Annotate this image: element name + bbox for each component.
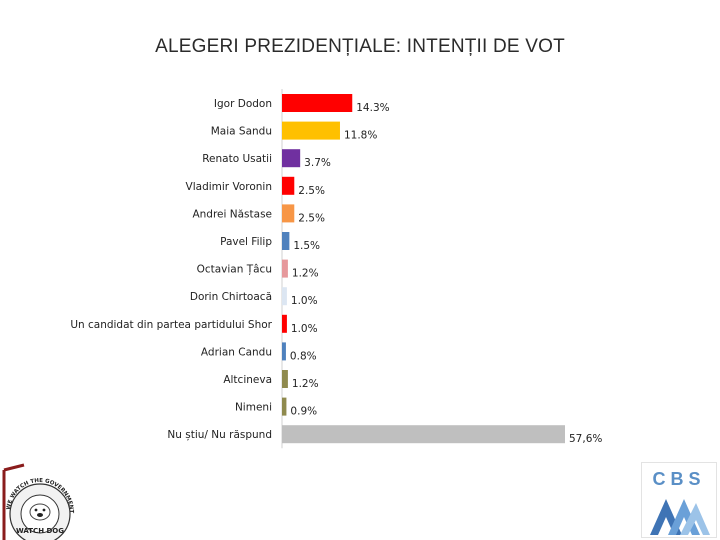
bar-chart: Igor Dodon 14.3% Maia Sandu 11.8% Renato Usa… (70, 89, 602, 449)
value-label: 0.9% (290, 406, 317, 418)
bar (282, 370, 288, 388)
bar (282, 204, 295, 223)
value-label: 1.0% (291, 323, 318, 335)
chart-title: ALEGERI PREZIDENȚIALE: INTENȚII DE VOT (155, 36, 565, 57)
cbs-logo-mark (650, 499, 710, 535)
value-label: 3.7% (304, 157, 331, 169)
value-label: 0.8% (290, 350, 317, 362)
category-label: Dorin Chirtoacă (190, 291, 272, 303)
bars-layer: Igor Dodon 14.3% Maia Sandu 11.8% Renato Usa… (70, 89, 602, 449)
category-label: Maia Sandu (211, 126, 272, 138)
category-label: Igor Dodon (214, 98, 272, 110)
bar (282, 287, 287, 306)
watchdog-logo: WE WATCH THE GOVERNMENT FOR YOU WATCH DO… (0, 462, 74, 540)
cbs-logo-text: CBS (652, 469, 706, 489)
category-label: Nimeni (235, 402, 272, 414)
bar (282, 259, 288, 278)
bar (282, 232, 290, 250)
category-label: Adrian Candu (201, 346, 272, 358)
bar (282, 176, 295, 195)
category-label: Un candidat din partea partidului Shor (70, 319, 272, 331)
category-label: Octavian Țâcu (197, 264, 272, 276)
value-label: 1.2% (292, 268, 319, 280)
category-label: Nu știu/ Nu răspund (167, 429, 272, 441)
value-label: 1.0% (291, 295, 318, 307)
bar (282, 314, 287, 333)
value-label: 1.5% (293, 240, 320, 252)
category-label: Altcineva (223, 374, 272, 386)
category-label: Andrei Năstase (192, 208, 272, 220)
value-label: 1.2% (292, 378, 319, 390)
bar (282, 94, 353, 112)
cbs-logo: CBS (641, 462, 717, 538)
value-label: 57,6% (569, 433, 602, 445)
value-label: 2.5% (298, 212, 325, 224)
value-label: 2.5% (298, 185, 325, 197)
category-label: Pavel Filip (220, 236, 272, 248)
category-label: Renato Usatii (202, 153, 272, 165)
watchdog-text: WATCH DOG (16, 527, 64, 535)
bar (282, 121, 340, 140)
bar (282, 342, 286, 361)
category-label: Vladimir Voronin (186, 181, 272, 193)
bar (282, 397, 287, 416)
value-label: 14.3% (356, 102, 389, 114)
value-label: 11.8% (344, 130, 377, 142)
bar (282, 425, 565, 444)
bar (282, 149, 301, 168)
